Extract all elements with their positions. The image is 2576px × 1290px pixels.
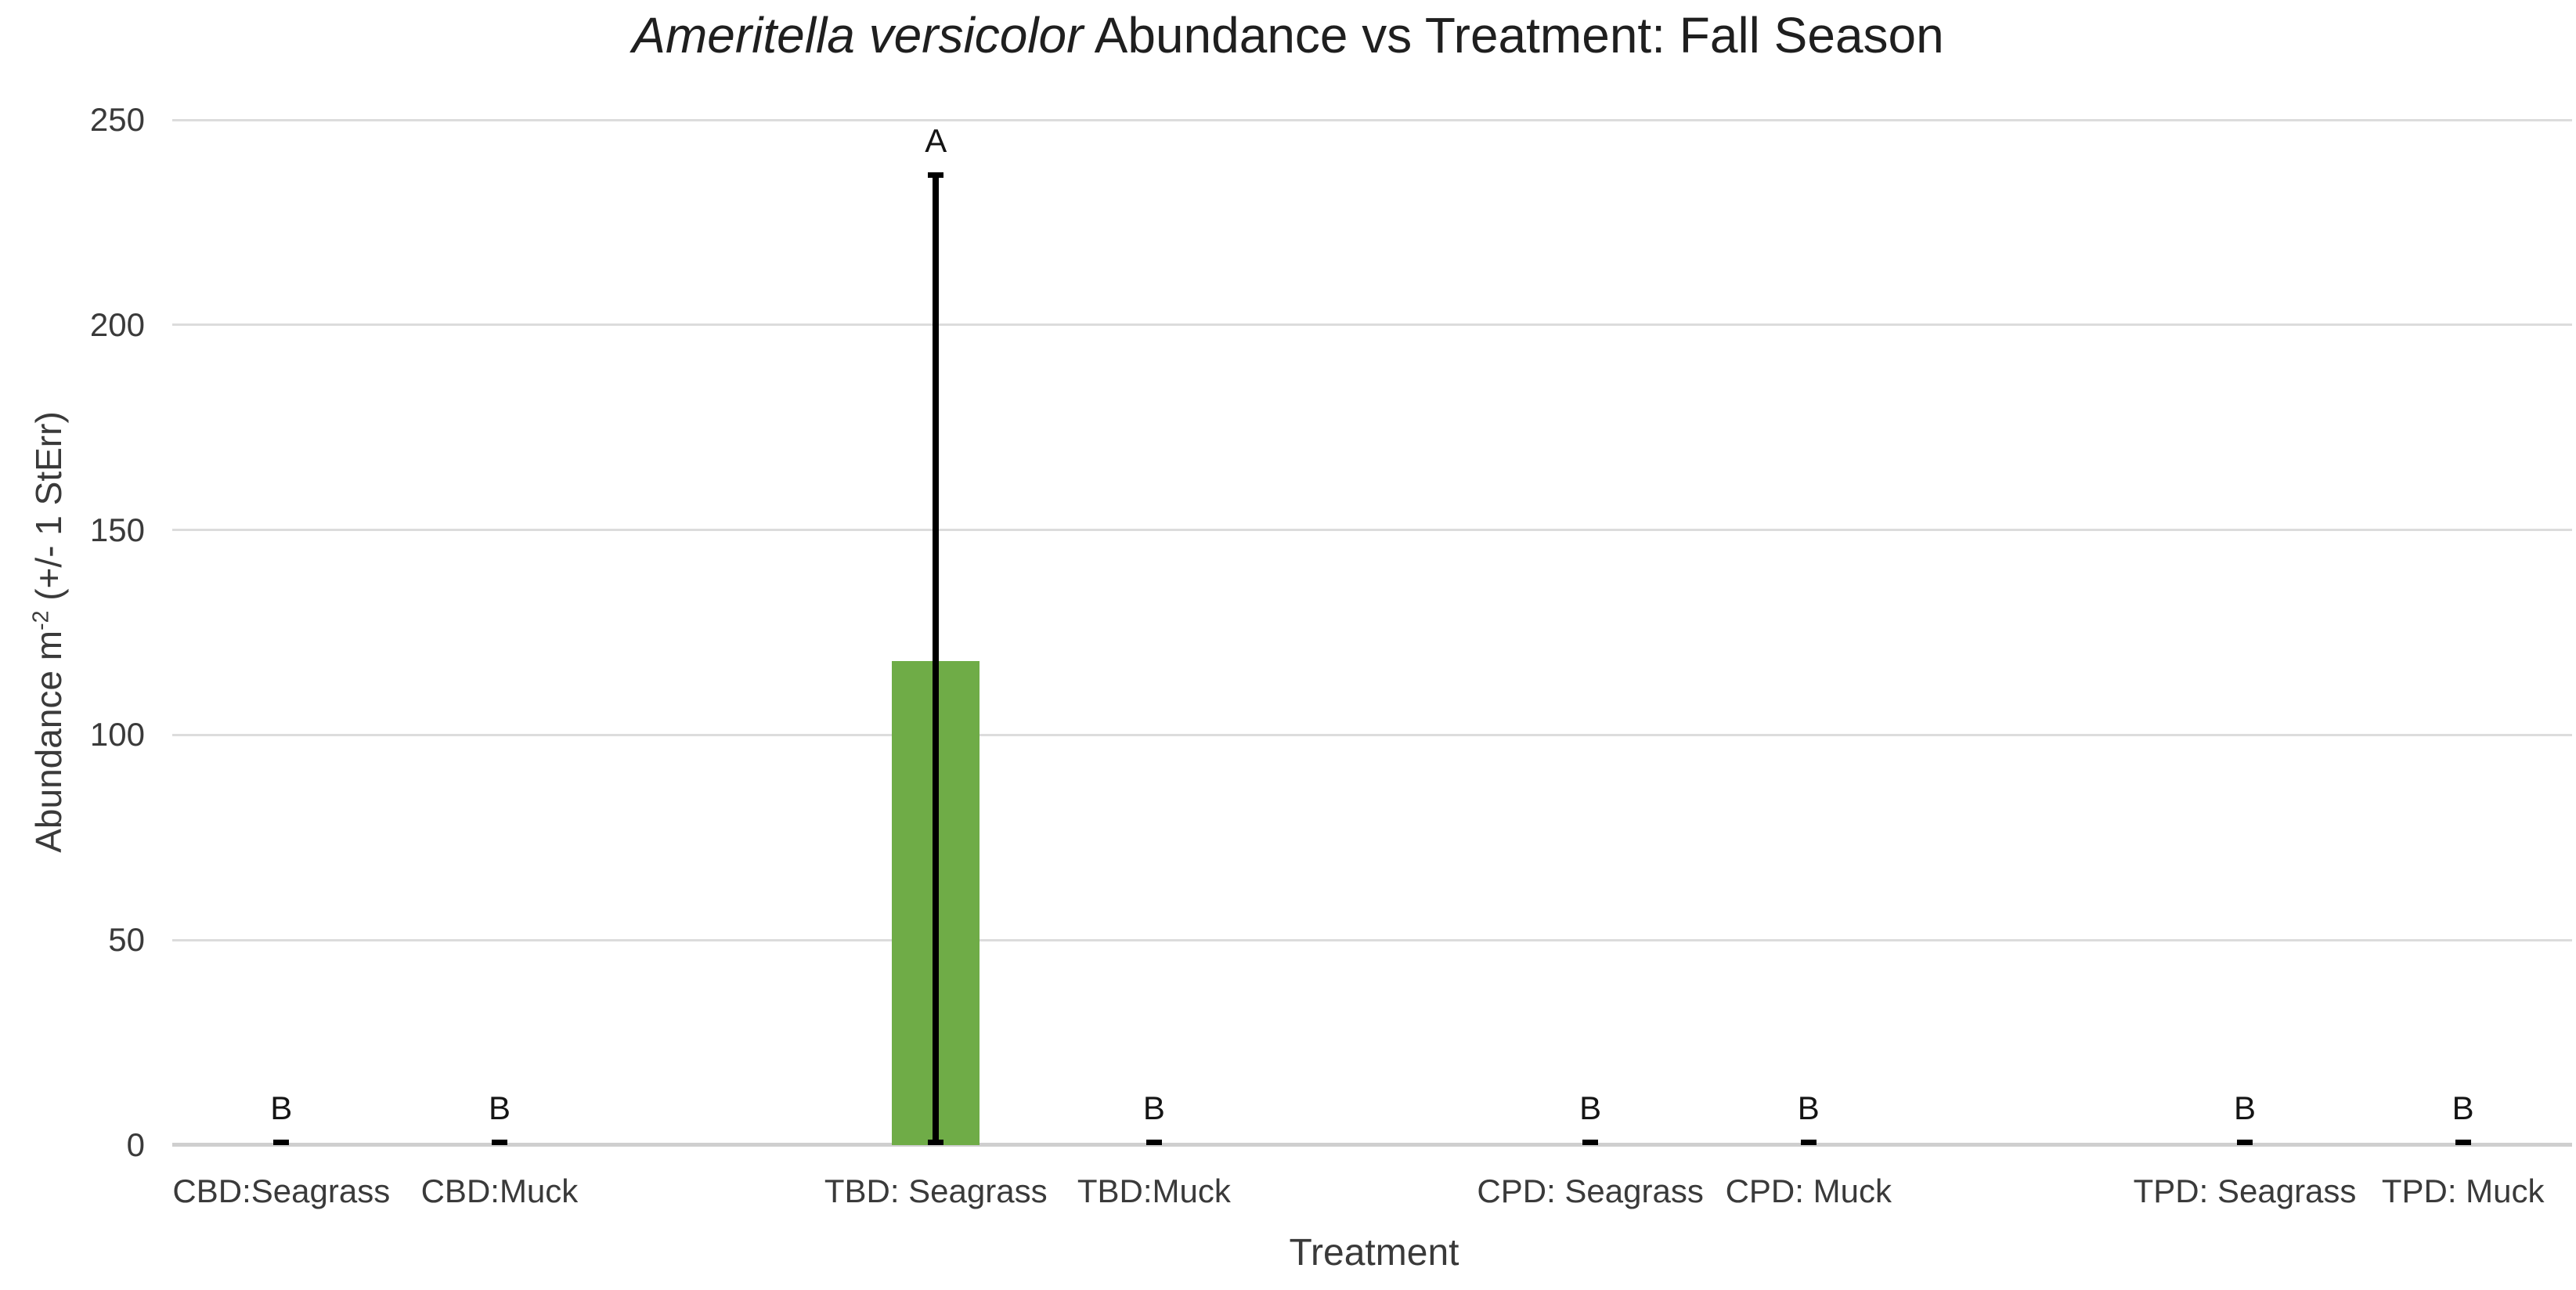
error-bar-lower-cap bbox=[928, 1140, 944, 1145]
error-bar-upper-cap bbox=[2455, 1140, 2471, 1145]
gridline bbox=[172, 529, 2572, 532]
significance-letter: B bbox=[1142, 1089, 1165, 1126]
y-tick-label: 50 bbox=[108, 921, 145, 959]
y-tick-label: 0 bbox=[126, 1126, 145, 1163]
x-category-label: CPD: Seagrass bbox=[1477, 1173, 1704, 1209]
error-bar-upper-cap bbox=[491, 1140, 507, 1145]
x-category-labels: CBD:Seagrass CBD:Muck TBD: Seagrass TBD:Muc… bbox=[172, 1173, 2572, 1220]
y-tick-label: 100 bbox=[89, 716, 145, 753]
error-bar-upper-cap bbox=[1145, 1140, 1162, 1145]
error-bar-upper-cap bbox=[1582, 1140, 1599, 1145]
error-bar-upper-cap bbox=[928, 172, 944, 179]
significance-letter: B bbox=[1797, 1089, 1820, 1126]
x-category-label: TPD: Muck bbox=[2381, 1173, 2545, 1209]
chart-title-rest: Abundance vs Treatment: Fall Season bbox=[1083, 7, 1944, 63]
x-category-label: CPD: Muck bbox=[1725, 1173, 1892, 1209]
significance-letter: B bbox=[270, 1089, 293, 1126]
y-tick-label: 150 bbox=[89, 511, 145, 548]
x-category-label: TBD:Muck bbox=[1077, 1173, 1231, 1209]
significance-letter: B bbox=[2234, 1089, 2257, 1126]
error-bar-upper-cap bbox=[2237, 1140, 2253, 1145]
x-category-label: TPD: Seagrass bbox=[2133, 1173, 2357, 1209]
significance-letter: B bbox=[488, 1089, 511, 1126]
significance-letter: A bbox=[925, 121, 947, 159]
y-tick-labels: 0 50 100 150 200 250 bbox=[0, 101, 145, 1163]
error-bar-upper-cap bbox=[1800, 1140, 1817, 1145]
x-axis-line bbox=[172, 1143, 2572, 1147]
chart-title-species: Ameritella versicolor bbox=[632, 7, 1084, 63]
x-category-label: CBD:Seagrass bbox=[172, 1173, 391, 1209]
gridline bbox=[172, 938, 2572, 941]
chart-title: Ameritella versicolor Abundance vs Treat… bbox=[0, 6, 2576, 64]
gridline bbox=[172, 323, 2572, 327]
gridline bbox=[172, 118, 2572, 121]
y-tick-label: 200 bbox=[89, 305, 145, 343]
x-category-label: CBD:Muck bbox=[420, 1173, 579, 1209]
plot-area: B B A B B B B B bbox=[172, 118, 2572, 1147]
error-bar-line bbox=[933, 175, 940, 1145]
y-tick-label: 250 bbox=[89, 101, 145, 138]
x-axis-title: Treatment bbox=[1289, 1232, 1459, 1274]
x-category-label: TBD: Seagrass bbox=[824, 1173, 1048, 1209]
error-bar-upper-cap bbox=[273, 1140, 290, 1145]
significance-letter: B bbox=[1579, 1089, 1602, 1126]
significance-letter: B bbox=[2452, 1089, 2474, 1126]
gridline bbox=[172, 733, 2572, 736]
